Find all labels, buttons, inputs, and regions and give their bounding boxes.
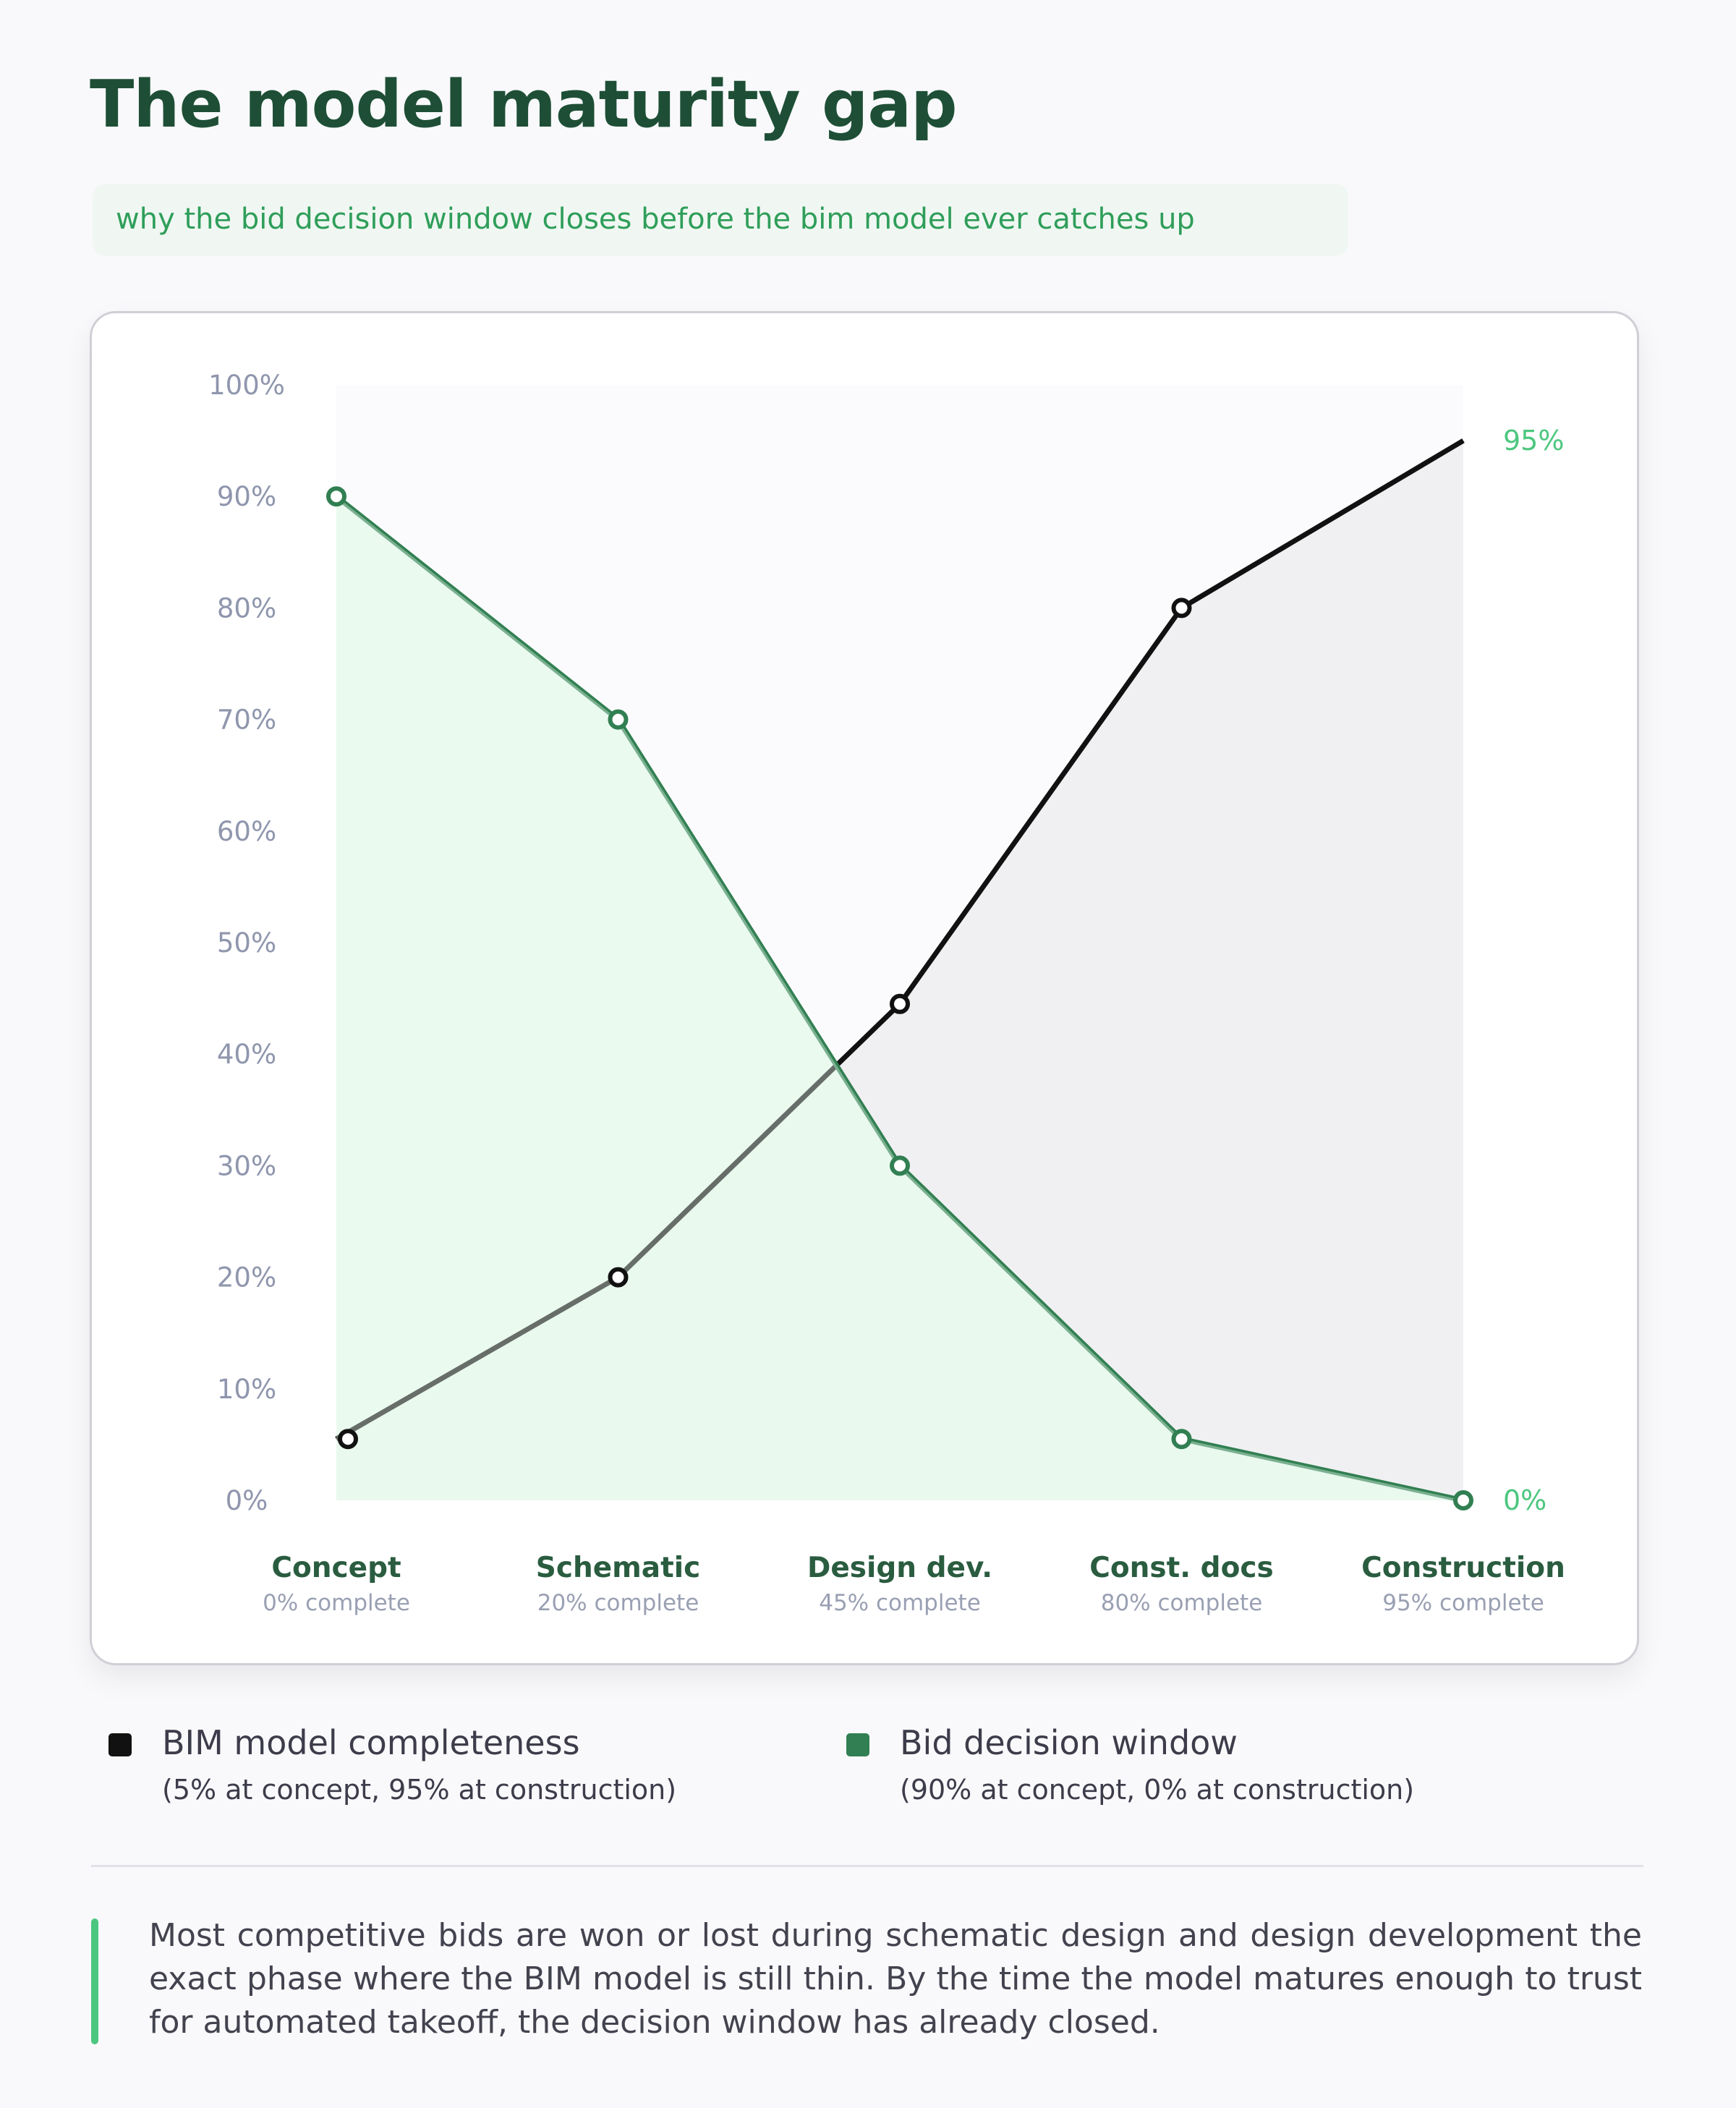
- subtitle-pill: why the bid decision window closes befor…: [93, 184, 1348, 256]
- legend-label-bid: Bid decision window: [900, 1723, 1238, 1762]
- chart-card: 0% 10% 20% 30% 40% 50% 60% 70% 80% 90% 100% 95% 0% Co…: [90, 311, 1639, 1665]
- y-tick-label: 10%: [217, 1374, 276, 1405]
- section-divider: [91, 1865, 1643, 1867]
- legend-swatch-bim: [109, 1733, 132, 1756]
- x-category-label: Schematic: [536, 1552, 701, 1584]
- bim-point-1: [608, 1267, 629, 1288]
- page-subtitle: why the bid decision window closes befor…: [116, 203, 1195, 236]
- x-category-sublabel: 45% complete: [819, 1590, 981, 1616]
- bim-end-label: 95%: [1503, 425, 1564, 456]
- insight-note: Most competitive bids are won or lost du…: [149, 1917, 1642, 2041]
- y-tick-label: 70%: [217, 705, 276, 736]
- bid-point-0: [326, 486, 346, 507]
- bim-completeness-area: [336, 441, 1463, 1500]
- y-tick-label: 50%: [217, 927, 276, 959]
- bid-window-area: [336, 496, 1463, 1501]
- page-title: The model maturity gap: [90, 67, 958, 143]
- y-tick-label: 90%: [217, 481, 276, 512]
- legend-label-bim: BIM model completeness: [162, 1723, 580, 1762]
- x-category-sublabel: 80% complete: [1101, 1590, 1263, 1616]
- legend-sublabel-bid: (90% at concept, 0% at construction): [900, 1774, 1415, 1806]
- legend-sublabel-bim: (5% at concept, 95% at construction): [162, 1774, 677, 1806]
- bid-point-2: [890, 1155, 910, 1176]
- y-tick-label: 0%: [226, 1485, 268, 1516]
- bim-point-3: [1171, 598, 1192, 619]
- x-category-label: Design dev.: [807, 1552, 992, 1584]
- y-tick-label: 100%: [208, 370, 285, 401]
- x-category-sublabel: 20% complete: [537, 1590, 699, 1616]
- bim-point-2: [890, 993, 910, 1014]
- y-tick-label: 60%: [217, 816, 276, 847]
- x-category-sublabel: 0% complete: [263, 1590, 410, 1616]
- quote-accent-bar: [91, 1918, 98, 2044]
- legend-swatch-bid: [846, 1733, 869, 1756]
- bim-point-0: [338, 1429, 358, 1450]
- x-category-sublabel: 95% complete: [1382, 1590, 1544, 1616]
- bid-point-1: [608, 709, 629, 730]
- y-tick-label: 80%: [217, 592, 276, 624]
- bid-point-4: [1453, 1490, 1473, 1510]
- bid-point-3: [1171, 1429, 1192, 1450]
- bid-window-veil: [336, 496, 1463, 1501]
- x-category-label: Const. docs: [1089, 1552, 1273, 1584]
- x-category-label: Concept: [271, 1552, 401, 1584]
- y-tick-label: 20%: [217, 1262, 276, 1293]
- x-category-label: Construction: [1361, 1552, 1565, 1584]
- bid-end-label: 0%: [1503, 1484, 1546, 1516]
- y-tick-label: 40%: [217, 1039, 276, 1070]
- y-tick-label: 30%: [217, 1150, 276, 1181]
- maturity-gap-chart: 0% 10% 20% 30% 40% 50% 60% 70% 80% 90% 100% 95% 0% Co…: [208, 370, 1565, 1616]
